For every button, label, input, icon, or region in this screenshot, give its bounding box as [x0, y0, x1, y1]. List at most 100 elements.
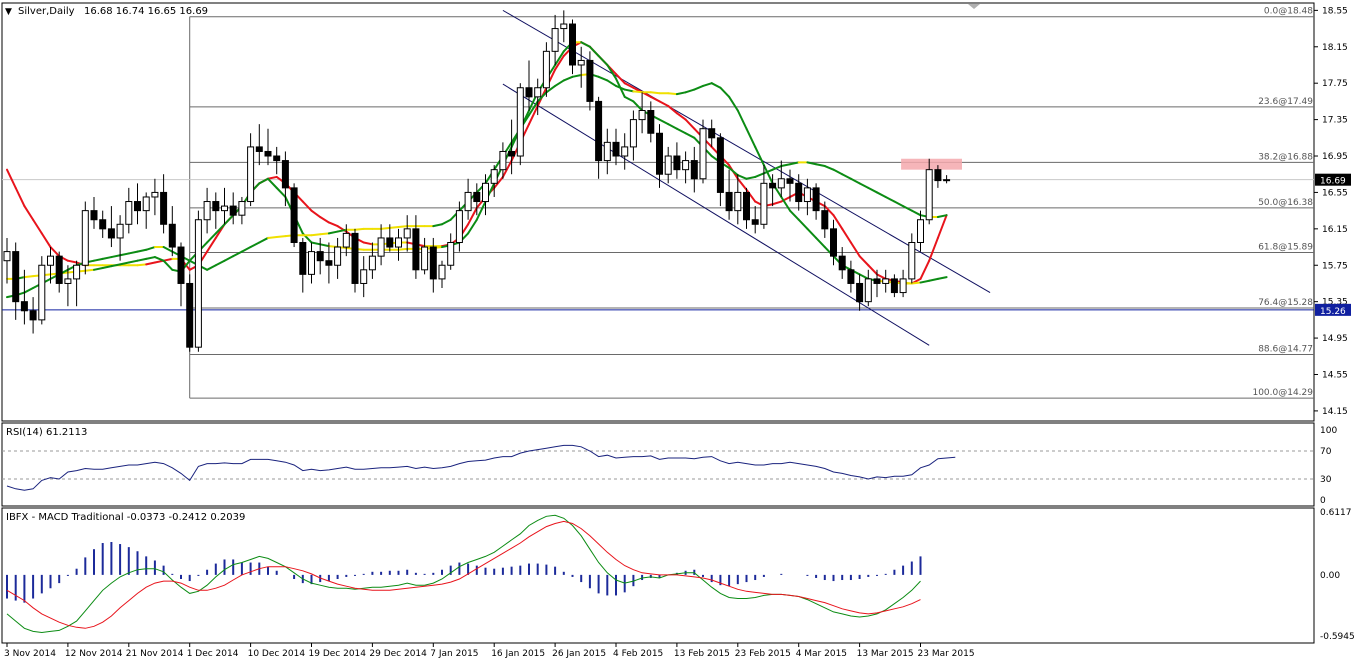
- candle-body[interactable]: [116, 223, 124, 239]
- candle-body[interactable]: [725, 191, 733, 212]
- candle-body[interactable]: [238, 201, 246, 216]
- candle-body[interactable]: [830, 228, 837, 257]
- candle-body[interactable]: [20, 301, 28, 312]
- candle-body[interactable]: [455, 210, 463, 243]
- candle-body[interactable]: [690, 160, 698, 180]
- candle-body[interactable]: [482, 182, 489, 203]
- candle-body[interactable]: [81, 210, 89, 266]
- candle-body[interactable]: [560, 23, 568, 30]
- candle-body[interactable]: [351, 232, 359, 284]
- candle-body[interactable]: [864, 278, 872, 303]
- candle-body[interactable]: [664, 155, 672, 175]
- candle-body[interactable]: [577, 59, 585, 66]
- candle-body[interactable]: [838, 255, 846, 271]
- rsi-panel[interactable]: [1, 422, 1315, 507]
- candle-body[interactable]: [142, 196, 150, 212]
- candle-body[interactable]: [586, 59, 594, 102]
- candle-body[interactable]: [64, 278, 72, 284]
- candle-body[interactable]: [334, 246, 342, 266]
- candle-body[interactable]: [3, 251, 11, 262]
- candle-body[interactable]: [908, 241, 916, 280]
- candle-body[interactable]: [177, 246, 185, 284]
- candle-body[interactable]: [638, 110, 646, 121]
- candle-body[interactable]: [708, 128, 716, 139]
- candle-body[interactable]: [499, 150, 507, 171]
- chart-shift-marker[interactable]: [968, 4, 980, 9]
- candle-body[interactable]: [760, 182, 768, 225]
- candle-body[interactable]: [316, 251, 324, 262]
- candle-body[interactable]: [943, 179, 951, 182]
- candle-body[interactable]: [55, 255, 63, 284]
- candle-body[interactable]: [551, 28, 559, 52]
- candle-body[interactable]: [281, 160, 289, 189]
- candle-body[interactable]: [751, 219, 759, 225]
- candle-body[interactable]: [821, 210, 829, 230]
- candle-body[interactable]: [447, 241, 455, 266]
- candle-body[interactable]: [795, 182, 803, 203]
- candle-body[interactable]: [342, 232, 350, 248]
- candle-body[interactable]: [368, 255, 376, 271]
- candle-body[interactable]: [438, 264, 446, 280]
- candle-body[interactable]: [473, 191, 481, 203]
- candle-body[interactable]: [99, 219, 107, 230]
- candle-body[interactable]: [621, 146, 629, 157]
- candle-body[interactable]: [273, 155, 281, 162]
- candle-body[interactable]: [73, 264, 81, 280]
- candle-body[interactable]: [168, 223, 176, 248]
- candle-body[interactable]: [534, 87, 542, 98]
- candle-body[interactable]: [203, 201, 211, 221]
- candle-body[interactable]: [255, 146, 263, 152]
- candle-body[interactable]: [873, 278, 881, 284]
- candle-body[interactable]: [734, 191, 742, 212]
- candle-body[interactable]: [716, 137, 724, 193]
- candle-body[interactable]: [673, 155, 681, 171]
- candle-body[interactable]: [264, 150, 272, 157]
- candle-body[interactable]: [934, 169, 942, 182]
- candle-body[interactable]: [569, 23, 576, 66]
- candle-body[interactable]: [429, 246, 437, 280]
- candle-body[interactable]: [682, 160, 690, 171]
- candle-body[interactable]: [186, 282, 194, 348]
- candle-body[interactable]: [890, 278, 898, 294]
- candle-body[interactable]: [803, 187, 811, 203]
- candle-body[interactable]: [856, 282, 864, 303]
- candle-body[interactable]: [125, 201, 133, 225]
- candle-body[interactable]: [699, 128, 707, 180]
- candle-body[interactable]: [386, 237, 394, 248]
- candle-body[interactable]: [917, 219, 924, 243]
- candle-body[interactable]: [595, 100, 603, 162]
- candle-body[interactable]: [899, 278, 907, 294]
- candle-body[interactable]: [464, 191, 472, 212]
- candle-body[interactable]: [325, 260, 333, 266]
- candle-body[interactable]: [508, 150, 516, 157]
- candle-body[interactable]: [229, 205, 237, 216]
- candle-body[interactable]: [769, 182, 777, 189]
- candle-body[interactable]: [395, 237, 402, 248]
- candle-body[interactable]: [360, 269, 368, 284]
- macd-panel[interactable]: [1, 507, 1315, 644]
- candle-body[interactable]: [490, 169, 498, 184]
- candle-body[interactable]: [151, 191, 159, 198]
- candle-body[interactable]: [847, 269, 855, 284]
- candle-body[interactable]: [247, 146, 255, 203]
- candle-body[interactable]: [603, 141, 611, 162]
- candle-body[interactable]: [221, 205, 228, 212]
- candle-body[interactable]: [516, 87, 524, 157]
- candle-body[interactable]: [403, 228, 411, 239]
- candle-body[interactable]: [290, 187, 298, 243]
- price-panel[interactable]: [1, 2, 1315, 422]
- candle-body[interactable]: [925, 169, 933, 221]
- candle-body[interactable]: [107, 228, 115, 239]
- candle-body[interactable]: [777, 178, 785, 189]
- candle-body[interactable]: [647, 110, 655, 134]
- candle-body[interactable]: [882, 278, 890, 284]
- candle-body[interactable]: [656, 132, 663, 175]
- candle-body[interactable]: [629, 119, 637, 148]
- candle-body[interactable]: [90, 210, 98, 221]
- candle-body[interactable]: [134, 201, 141, 212]
- candle-body[interactable]: [160, 191, 168, 225]
- candle-body[interactable]: [612, 141, 620, 157]
- candle-body[interactable]: [308, 251, 315, 275]
- candle-body[interactable]: [38, 264, 46, 321]
- candle-body[interactable]: [421, 246, 429, 271]
